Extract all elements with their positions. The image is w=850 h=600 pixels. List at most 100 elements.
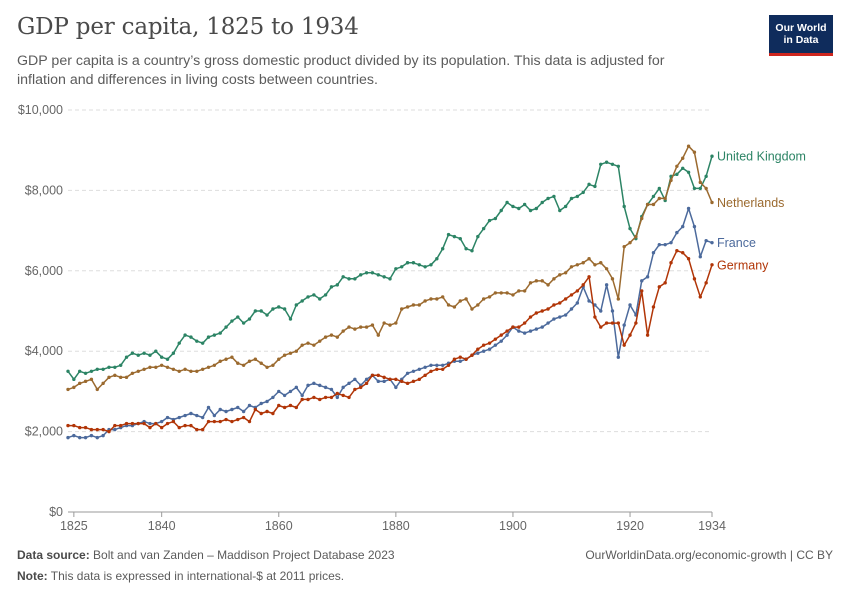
data-point-netherlands (259, 361, 263, 365)
data-point-netherlands (312, 343, 316, 347)
data-point-united-kingdom (323, 293, 328, 297)
data-point-france (517, 329, 521, 333)
data-source-text[interactable]: Bolt and van Zanden – Maddison Project D… (93, 548, 395, 562)
data-point-france (394, 385, 398, 390)
data-point-germany (318, 397, 322, 402)
data-point-united-kingdom (405, 261, 410, 265)
data-point-netherlands (405, 305, 410, 309)
data-point-united-kingdom (253, 309, 258, 313)
data-point-netherlands (581, 261, 585, 265)
data-point-united-kingdom (177, 341, 181, 345)
data-point-germany (493, 337, 498, 341)
data-point-netherlands (493, 291, 498, 295)
data-point-netherlands (183, 367, 187, 371)
data-point-germany (411, 379, 416, 384)
data-point-united-kingdom (499, 208, 503, 213)
source-link[interactable]: OurWorldinData.org/economic-growth | CC … (585, 548, 833, 562)
data-point-germany (628, 333, 632, 337)
data-point-germany (487, 341, 492, 345)
data-point-netherlands (429, 297, 433, 301)
data-point-france (83, 435, 88, 440)
data-point-netherlands (675, 164, 679, 168)
data-point-france (640, 279, 644, 283)
data-point-germany (593, 315, 597, 319)
data-point-netherlands (136, 369, 140, 373)
data-point-united-kingdom (675, 172, 679, 177)
data-point-france (534, 327, 539, 331)
data-point-germany (651, 305, 656, 309)
data-point-netherlands (89, 377, 94, 382)
data-point-germany (183, 423, 187, 428)
series-line-united-kingdom (67, 155, 713, 381)
data-point-germany (218, 419, 222, 424)
data-point-france (364, 377, 369, 382)
data-point-france (294, 385, 299, 390)
data-point-united-kingdom (183, 333, 187, 337)
data-point-united-kingdom (517, 206, 521, 211)
data-point-france (476, 351, 480, 355)
data-point-united-kingdom (294, 303, 299, 307)
data-point-netherlands (66, 387, 70, 392)
data-point-netherlands (154, 365, 158, 369)
data-point-germany (681, 251, 685, 255)
data-point-france (113, 427, 117, 432)
data-point-netherlands (540, 279, 544, 283)
data-point-netherlands (171, 367, 176, 371)
data-point-united-kingdom (341, 275, 345, 279)
data-point-france (411, 369, 416, 373)
x-tick-label: 1825 (60, 519, 88, 533)
data-point-united-kingdom (470, 249, 474, 253)
data-point-france (66, 435, 70, 440)
data-point-united-kingdom (282, 307, 287, 311)
data-point-united-kingdom (388, 277, 392, 281)
data-point-netherlands (165, 365, 170, 369)
data-point-france (89, 433, 94, 438)
data-point-germany (616, 321, 621, 325)
data-point-germany (394, 377, 398, 382)
data-point-germany (247, 419, 252, 424)
data-point-united-kingdom (370, 271, 375, 275)
data-point-united-kingdom (575, 194, 580, 199)
data-point-netherlands (329, 333, 334, 337)
data-point-germany (581, 283, 585, 287)
data-point-united-kingdom (394, 267, 398, 271)
data-point-germany (277, 403, 281, 408)
data-point-germany (558, 301, 562, 305)
data-point-germany (546, 307, 550, 311)
data-point-germany (458, 355, 462, 359)
data-point-netherlands (458, 299, 462, 303)
data-point-germany (698, 295, 702, 299)
data-point-netherlands (657, 196, 662, 201)
data-point-germany (376, 373, 380, 378)
data-point-france (599, 309, 603, 313)
data-point-france (183, 413, 187, 418)
series-label-germany: Germany (717, 258, 769, 272)
data-point-netherlands (604, 267, 609, 271)
data-point-netherlands (212, 363, 217, 367)
chart-subtitle: GDP per capita is a country’s gross dome… (17, 53, 665, 88)
data-point-united-kingdom (335, 283, 340, 287)
data-point-france (282, 393, 287, 398)
data-point-france (423, 365, 427, 369)
data-point-germany (429, 369, 433, 373)
data-point-germany (212, 419, 217, 424)
data-point-france (429, 363, 433, 367)
data-point-united-kingdom (206, 335, 211, 339)
data-point-netherlands (323, 335, 328, 339)
data-point-united-kingdom (692, 186, 697, 191)
data-point-france (277, 389, 281, 394)
data-point-germany (370, 373, 375, 378)
owid-logo[interactable]: Our World in Data (769, 15, 833, 56)
data-point-france (458, 359, 462, 363)
data-point-france (206, 405, 211, 410)
data-source: Data source: Bolt and van Zanden – Maddi… (17, 548, 395, 562)
data-point-france (218, 407, 222, 412)
data-point-netherlands (517, 289, 521, 293)
data-point-germany (552, 303, 556, 307)
data-point-united-kingdom (224, 325, 228, 329)
data-point-france (552, 317, 556, 321)
data-point-germany (657, 285, 662, 289)
data-point-united-kingdom (241, 321, 246, 325)
data-point-netherlands (394, 321, 398, 325)
data-point-united-kingdom (277, 305, 281, 309)
